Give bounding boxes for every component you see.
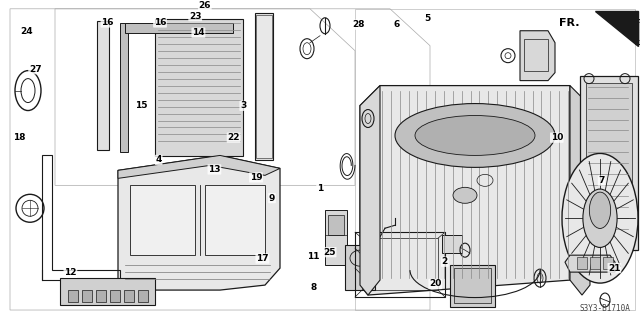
Bar xyxy=(450,265,495,307)
Text: 6: 6 xyxy=(394,20,400,29)
Ellipse shape xyxy=(583,189,617,248)
Bar xyxy=(96,290,106,302)
Ellipse shape xyxy=(589,192,611,228)
Bar xyxy=(638,22,640,40)
Text: S3Y3-B1710A: S3Y3-B1710A xyxy=(579,303,630,313)
Ellipse shape xyxy=(415,115,535,155)
Text: 15: 15 xyxy=(134,101,147,110)
Bar xyxy=(355,232,445,297)
Bar xyxy=(110,290,120,302)
Bar xyxy=(454,268,491,303)
Text: 21: 21 xyxy=(608,263,621,273)
Bar xyxy=(586,83,632,244)
Bar xyxy=(138,290,148,302)
Text: 25: 25 xyxy=(323,248,336,257)
Polygon shape xyxy=(595,11,638,46)
Text: 16: 16 xyxy=(154,18,166,27)
Ellipse shape xyxy=(562,153,638,283)
Bar xyxy=(577,257,587,269)
Ellipse shape xyxy=(453,187,477,203)
Bar xyxy=(635,19,640,44)
Text: 26: 26 xyxy=(198,1,211,10)
Ellipse shape xyxy=(395,104,555,167)
Bar xyxy=(580,76,638,250)
Bar xyxy=(124,290,134,302)
Polygon shape xyxy=(360,85,570,295)
Text: 16: 16 xyxy=(101,18,114,27)
Text: 2: 2 xyxy=(442,257,448,266)
Text: 27: 27 xyxy=(29,65,42,74)
Bar xyxy=(362,238,438,290)
Bar xyxy=(524,39,548,70)
Text: 1: 1 xyxy=(317,184,323,193)
Bar xyxy=(205,185,265,255)
Bar xyxy=(155,19,243,156)
Bar xyxy=(590,257,600,269)
Text: 9: 9 xyxy=(269,194,275,203)
Text: 7: 7 xyxy=(598,176,605,185)
Polygon shape xyxy=(570,85,590,295)
Polygon shape xyxy=(360,85,380,295)
Text: 17: 17 xyxy=(256,254,269,263)
Bar xyxy=(255,13,273,160)
Text: 24: 24 xyxy=(20,26,33,35)
Text: 3: 3 xyxy=(240,101,246,110)
Text: 11: 11 xyxy=(307,252,320,262)
Text: 19: 19 xyxy=(250,173,262,182)
Text: 5: 5 xyxy=(424,14,431,23)
Bar xyxy=(345,245,375,290)
Text: 22: 22 xyxy=(227,133,240,142)
Bar xyxy=(442,235,462,253)
Bar xyxy=(97,21,109,151)
Text: 12: 12 xyxy=(64,268,77,277)
Bar xyxy=(125,23,233,33)
Text: 8: 8 xyxy=(310,283,317,292)
Bar xyxy=(130,185,195,255)
Text: 20: 20 xyxy=(429,279,442,288)
Text: 18: 18 xyxy=(13,133,26,142)
Polygon shape xyxy=(565,255,615,272)
Text: 14: 14 xyxy=(192,28,205,37)
Polygon shape xyxy=(520,31,555,81)
Text: 4: 4 xyxy=(156,155,162,164)
Bar xyxy=(328,215,344,235)
Polygon shape xyxy=(118,155,280,290)
Bar xyxy=(68,290,78,302)
Text: FR.: FR. xyxy=(559,18,580,28)
Bar xyxy=(82,290,92,302)
Text: 13: 13 xyxy=(208,165,221,174)
Bar xyxy=(325,210,347,265)
Text: 10: 10 xyxy=(550,133,563,142)
Bar xyxy=(120,23,128,152)
Bar xyxy=(256,15,272,159)
Text: 28: 28 xyxy=(352,20,365,29)
Text: 23: 23 xyxy=(189,11,202,21)
Bar xyxy=(603,257,613,269)
Ellipse shape xyxy=(595,209,605,228)
Polygon shape xyxy=(60,278,155,305)
Polygon shape xyxy=(118,155,280,178)
